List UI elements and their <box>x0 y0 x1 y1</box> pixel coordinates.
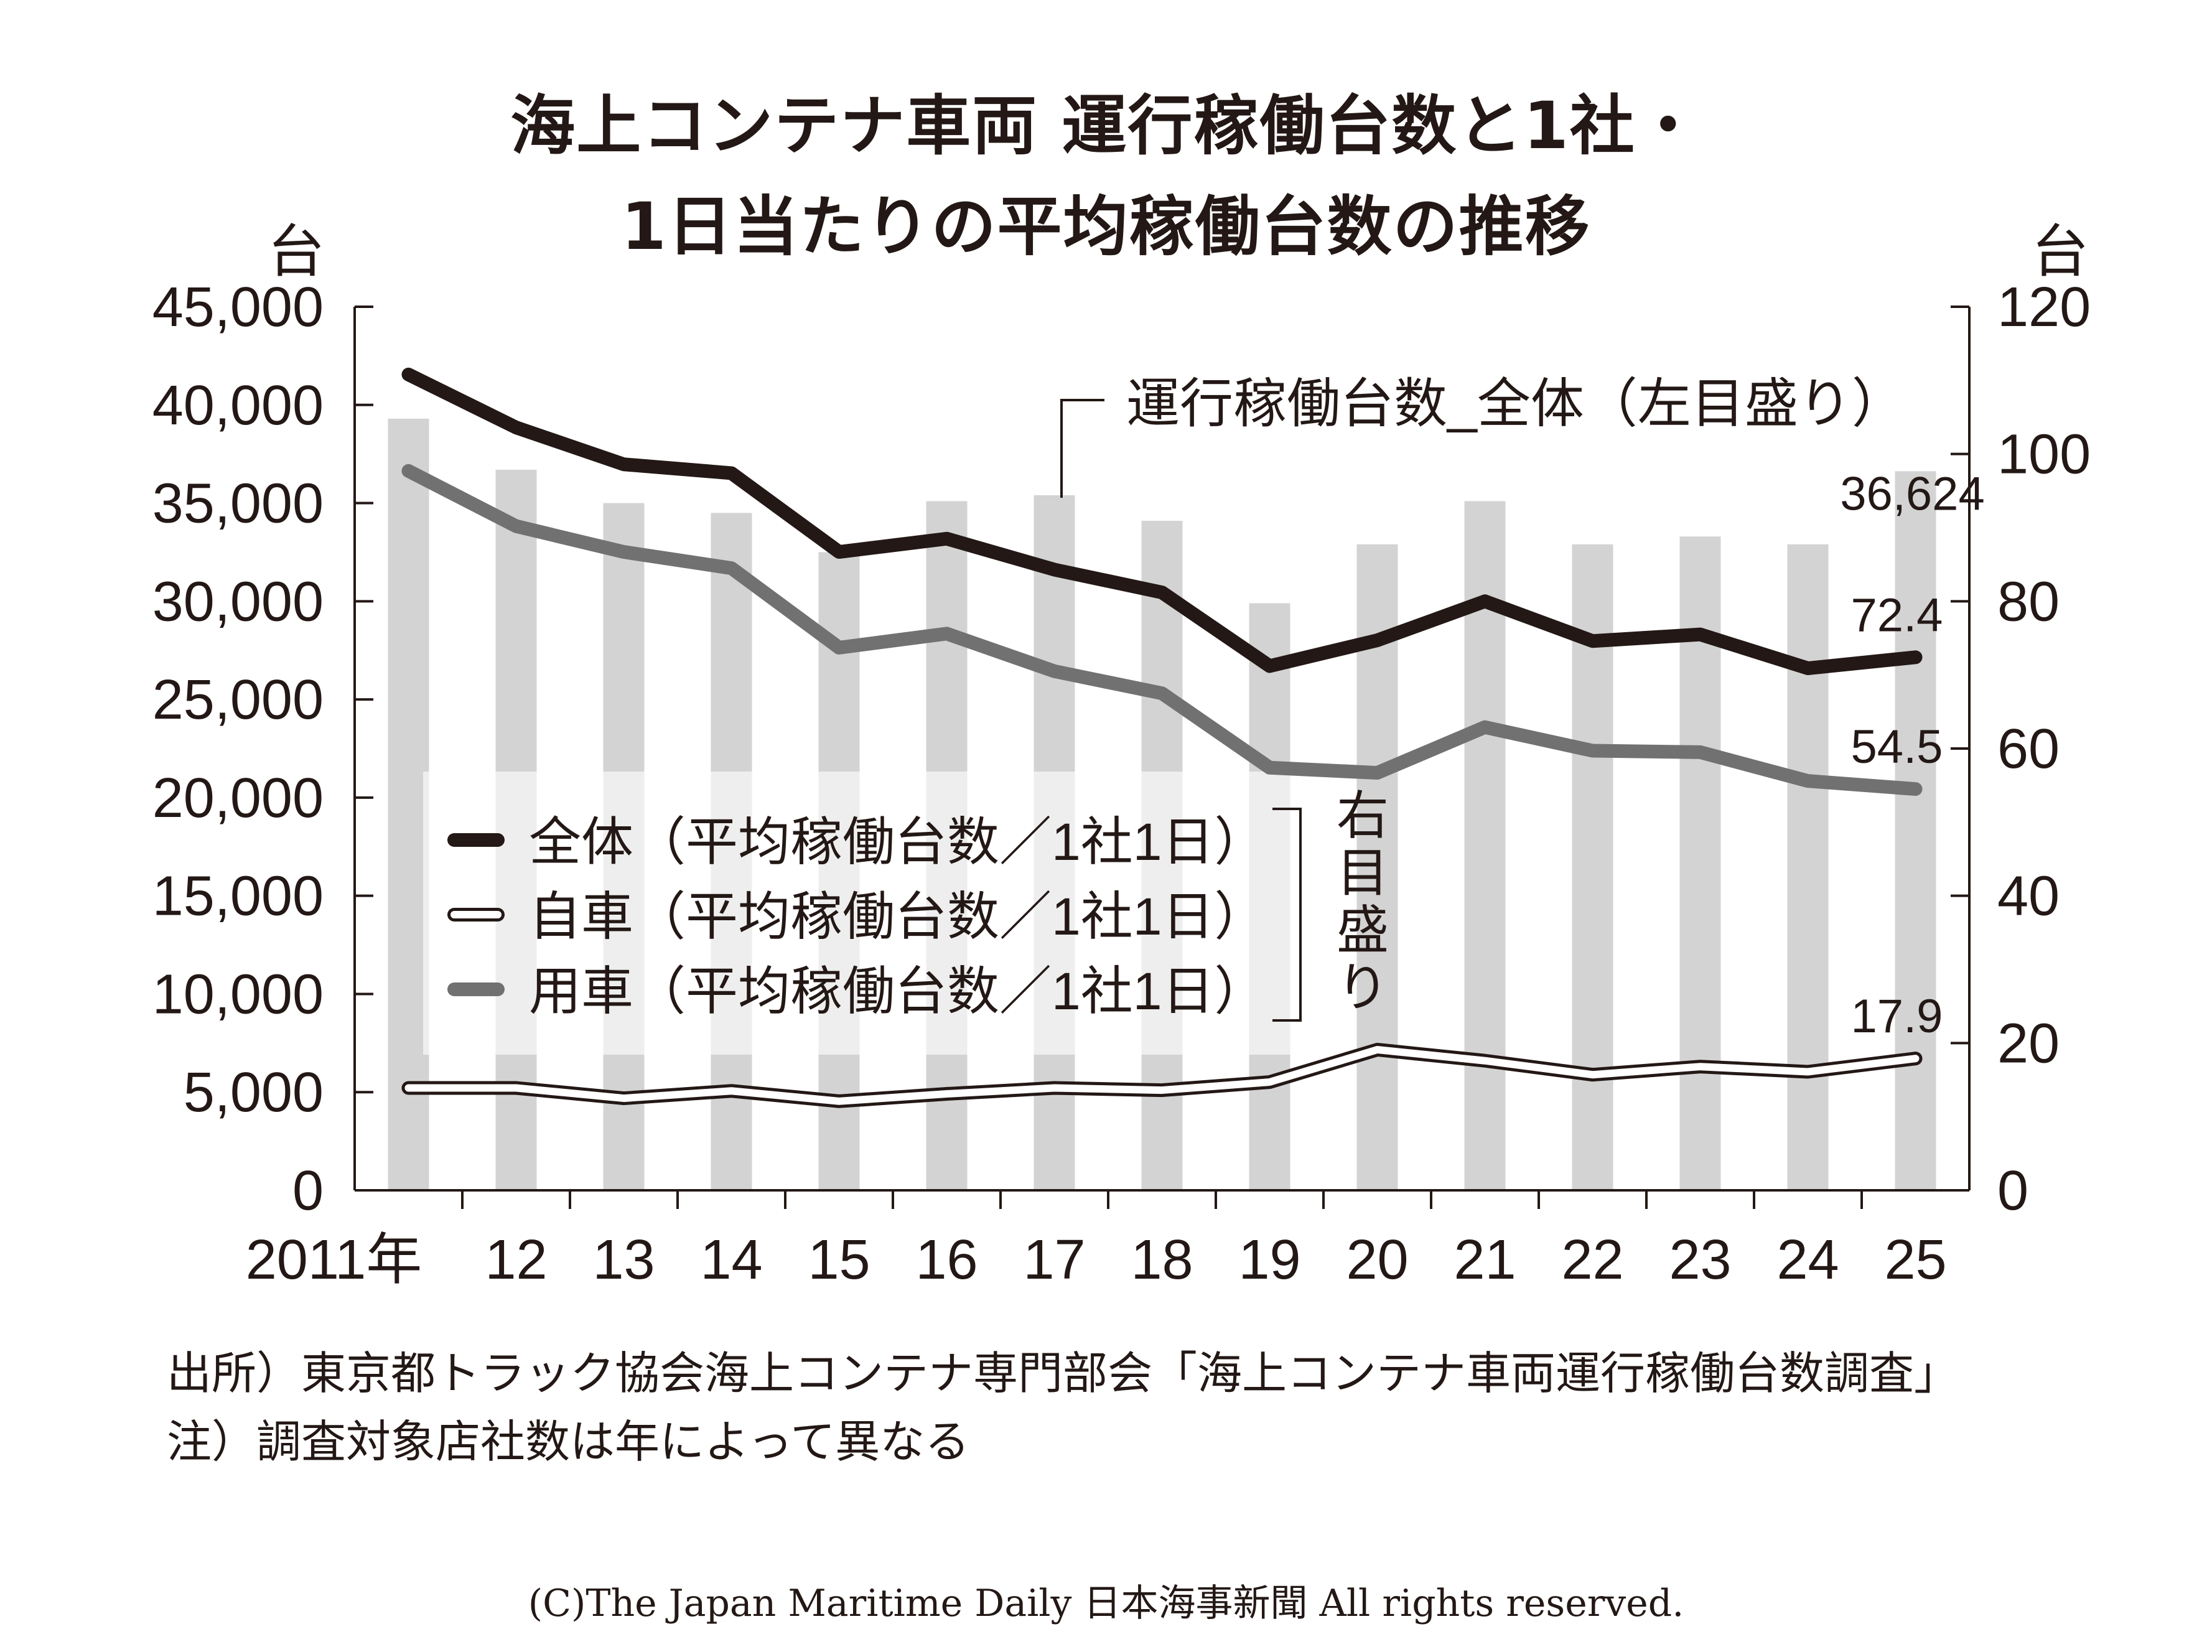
x-tick-label-10: 21 <box>1454 1229 1516 1291</box>
bar-9 <box>1356 544 1398 1190</box>
left-tick-label-0: 0 <box>292 1160 324 1222</box>
left-tick-label-1: 5,000 <box>184 1062 324 1124</box>
x-tick-label-2: 13 <box>592 1229 655 1291</box>
footnote: 注）調査対象店社数は年によって異なる <box>167 1416 970 1468</box>
x-tick-label-5: 16 <box>915 1229 978 1291</box>
x-tick-label-3: 14 <box>700 1229 762 1291</box>
labels-layer: 0 5,000 10,000 15,000 20,000 25,000 30,000 35,0… <box>152 276 2091 1291</box>
lines-layer <box>401 367 1923 1108</box>
left-tick-label-3: 15,000 <box>152 866 324 928</box>
series-last-value-label-0: 72.4 <box>1851 589 1943 642</box>
right-tick-label-0: 0 <box>1997 1160 2028 1222</box>
legend-bracket-label: 右目盛り <box>1337 786 1389 1017</box>
bar-13 <box>1787 544 1829 1190</box>
left-tick-label-5: 25,000 <box>152 669 324 731</box>
x-tick-label-0: 2011年 <box>246 1229 422 1291</box>
x-tick-label-1: 12 <box>485 1229 547 1291</box>
left-tick-label-8: 40,000 <box>152 375 324 437</box>
right-tick-label-2: 40 <box>1997 866 2060 928</box>
bar-10 <box>1464 501 1506 1190</box>
series-last-value-label-2: 54.5 <box>1851 721 1943 773</box>
legend-layer: 全体（平均稼働台数／1社1日） 自車（平均稼働台数／1社1日） 用車（平均稼働台数／… <box>447 786 1389 1022</box>
x-tick-label-14: 25 <box>1884 1229 1946 1291</box>
x-tick-label-6: 17 <box>1023 1229 1085 1291</box>
legend-label-0: 全体（平均稼働台数／1社1日） <box>529 813 1266 871</box>
series-line-2 <box>401 464 1923 796</box>
legend-label-1: 自車（平均稼働台数／1社1日） <box>529 887 1266 946</box>
bar-callout-line <box>1060 399 1104 498</box>
copyright-notice: (C)The Japan Maritime Daily 日本海事新聞 All r… <box>528 1582 1684 1625</box>
legend-bracket-char-1: 目 <box>1337 844 1389 902</box>
left-axis-unit: 台 <box>268 218 325 285</box>
legend-bracket-char-2: 盛 <box>1337 901 1389 959</box>
left-tick-label-9: 45,000 <box>152 276 324 338</box>
x-tick-label-12: 23 <box>1669 1229 1731 1291</box>
legend-background <box>423 772 1307 1055</box>
legend-box <box>423 772 1307 1055</box>
left-tick-label-4: 20,000 <box>152 767 324 829</box>
x-tick-label-11: 22 <box>1561 1229 1623 1291</box>
right-tick-label-6: 120 <box>1997 276 2091 338</box>
right-tick-label-1: 20 <box>1997 1012 2060 1075</box>
right-tick-label-5: 100 <box>1997 424 2091 486</box>
x-tick-label-8: 19 <box>1238 1229 1300 1291</box>
left-tick-label-7: 35,000 <box>152 473 324 535</box>
chart-title-line2: 1日当たりの平均稼働台数の推移 <box>621 189 1591 264</box>
right-tick-label-4: 80 <box>1997 571 2060 633</box>
series-line-0 <box>401 367 1923 676</box>
bar-series-callout-label: 運行稼働台数_全体（左目盛り） <box>1126 374 1905 434</box>
left-tick-label-2: 10,000 <box>152 963 324 1025</box>
series-last-value-label-1: 17.9 <box>1851 990 1943 1043</box>
bar-last-value-label: 36,624 <box>1840 467 1984 520</box>
legend-label-2: 用車（平均稼働台数／1社1日） <box>529 962 1266 1020</box>
chart-title-line1: 海上コンテナ車両 運行稼働台数と1社・ <box>510 88 1702 164</box>
bar-11 <box>1572 544 1613 1190</box>
series-line-1 <box>404 1045 1920 1105</box>
bar-0 <box>388 418 429 1190</box>
x-tick-label-9: 20 <box>1346 1229 1408 1291</box>
source-note: 出所）東京都トラック協会海上コンテナ専門部会「海上コンテナ車両運行稼働台数調査」 <box>167 1347 1959 1399</box>
bar-14 <box>1895 471 1936 1190</box>
left-tick-label-6: 30,000 <box>152 571 324 633</box>
legend-bracket-char-0: 右 <box>1337 786 1389 845</box>
x-tick-label-4: 15 <box>808 1229 870 1291</box>
legend-bracket-char-3: り <box>1337 958 1389 1017</box>
legend-bracket <box>1272 808 1302 1022</box>
right-axis-unit: 台 <box>2032 218 2089 285</box>
x-tick-label-7: 18 <box>1131 1229 1193 1291</box>
right-tick-label-3: 60 <box>1997 718 2060 780</box>
x-tick-label-13: 24 <box>1776 1229 1839 1291</box>
axes-layer <box>353 306 1971 1209</box>
